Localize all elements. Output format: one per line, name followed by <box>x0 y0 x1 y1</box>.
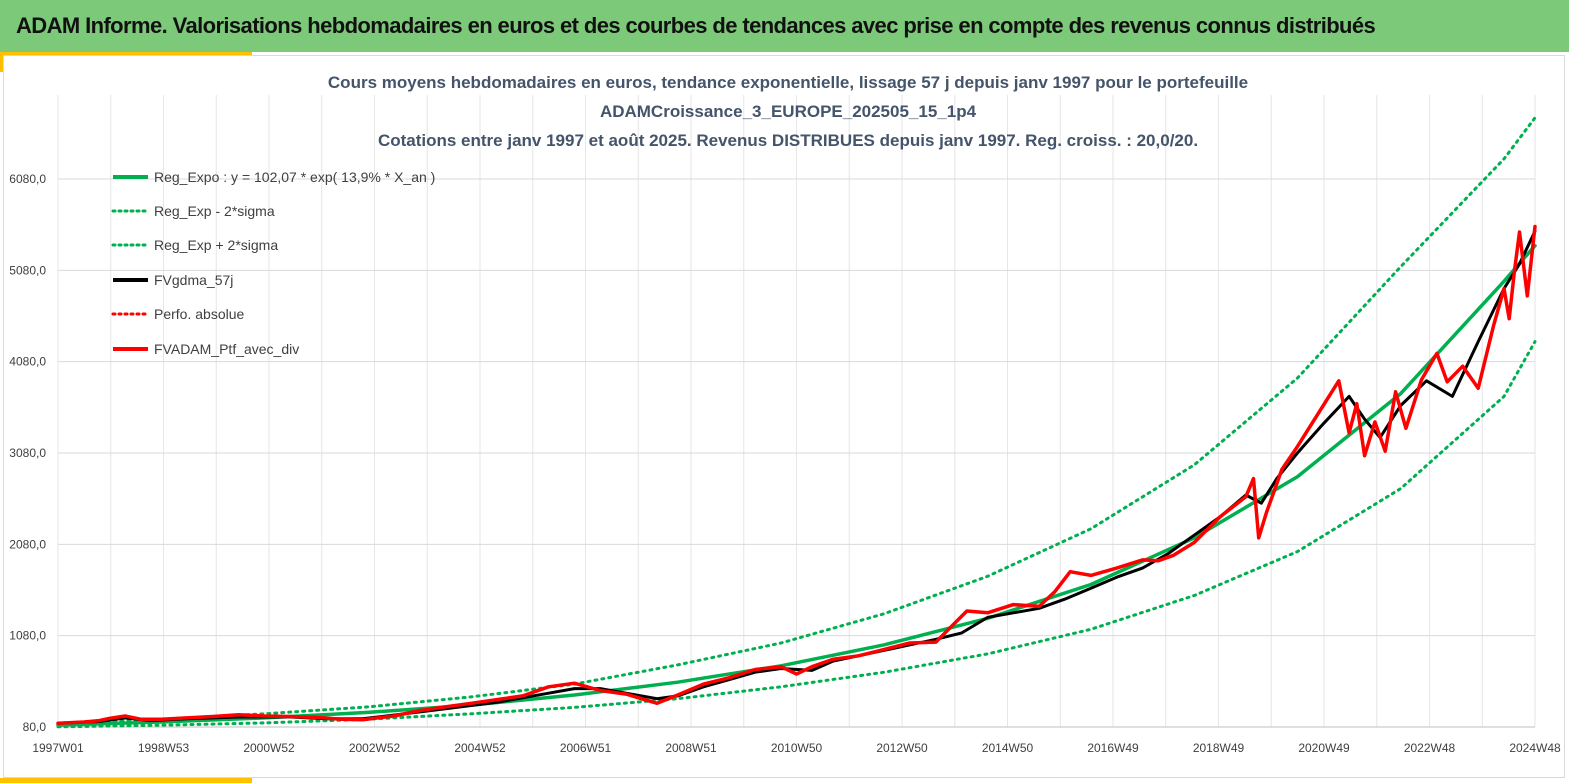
x-tick-label: 1998W53 <box>138 741 190 755</box>
x-tick-label: 2008W51 <box>665 741 717 755</box>
x-axis-ticks: 1997W01 1998W53 2000W52 2002W52 2004W52 2006W… <box>32 741 1561 755</box>
chart-title-line: ADAMCroissance_3_EUROPE_202505_15_1p4 <box>600 102 977 121</box>
y-tick-label: 5080,0 <box>9 263 46 277</box>
series-lines <box>56 116 1537 729</box>
x-tick-label: 2004W52 <box>454 741 506 755</box>
chart-title-block: Cours moyens hebdomadaires en euros, ten… <box>328 73 1248 150</box>
y-tick-label: 80,0 <box>23 720 47 734</box>
x-tick-label: 2010W50 <box>771 741 823 755</box>
title-banner: ADAM Informe. Valorisations hebdomadaire… <box>0 0 1569 52</box>
x-tick-label: 2006W51 <box>560 741 612 755</box>
accent-bar-left <box>0 52 4 72</box>
legend-label: Perfo. absolue <box>154 306 244 322</box>
x-tick-label: 2020W49 <box>1298 741 1350 755</box>
y-axis-ticks: 80,0 1080,0 2080,0 3080,0 4080,0 5080,0 6080,0 <box>9 172 46 734</box>
x-tick-label: 1997W01 <box>32 741 84 755</box>
accent-bar-bottom <box>0 778 252 783</box>
x-tick-label: 2022W48 <box>1404 741 1456 755</box>
y-tick-label: 4080,0 <box>9 355 46 369</box>
legend-label: Reg_Exp - 2*sigma <box>154 203 275 219</box>
chart-frame <box>3 55 1565 778</box>
y-tick-label: 1080,0 <box>9 629 46 643</box>
x-tick-label: 2000W52 <box>243 741 295 755</box>
reg-expo-line <box>56 243 1537 727</box>
chart-grid <box>57 95 1536 728</box>
x-tick-label: 2014W50 <box>982 741 1034 755</box>
legend-label: FVADAM_Ptf_avec_div <box>154 341 299 357</box>
reg-lower-band-line <box>56 340 1537 729</box>
x-tick-label: 2024W48 <box>1509 741 1561 755</box>
legend: Reg_Expo : y = 102,07 * exp( 13,9% * X_a… <box>111 169 435 357</box>
legend-label: Reg_Expo : y = 102,07 * exp( 13,9% * X_a… <box>154 169 435 185</box>
portfolio-line <box>56 224 1537 726</box>
y-tick-label: 3080,0 <box>9 446 46 460</box>
legend-label: FVgdma_57j <box>154 272 233 288</box>
y-tick-label: 2080,0 <box>9 537 46 551</box>
x-tick-label: 2016W49 <box>1087 741 1139 755</box>
x-tick-label: 2002W52 <box>349 741 401 755</box>
reg-upper-band-line <box>56 116 1537 725</box>
legend-label: Reg_Exp + 2*sigma <box>154 237 278 253</box>
x-tick-label: 2018W49 <box>1193 741 1245 755</box>
chart-title-line: Cours moyens hebdomadaires en euros, ten… <box>328 73 1248 92</box>
chart-title-line: Cotations entre janv 1997 et août 2025. … <box>378 131 1198 150</box>
y-tick-label: 6080,0 <box>9 172 46 186</box>
banner-title: ADAM Informe. Valorisations hebdomadaire… <box>16 13 1376 38</box>
x-tick-label: 2012W50 <box>876 741 928 755</box>
accent-bar-top <box>0 52 252 56</box>
